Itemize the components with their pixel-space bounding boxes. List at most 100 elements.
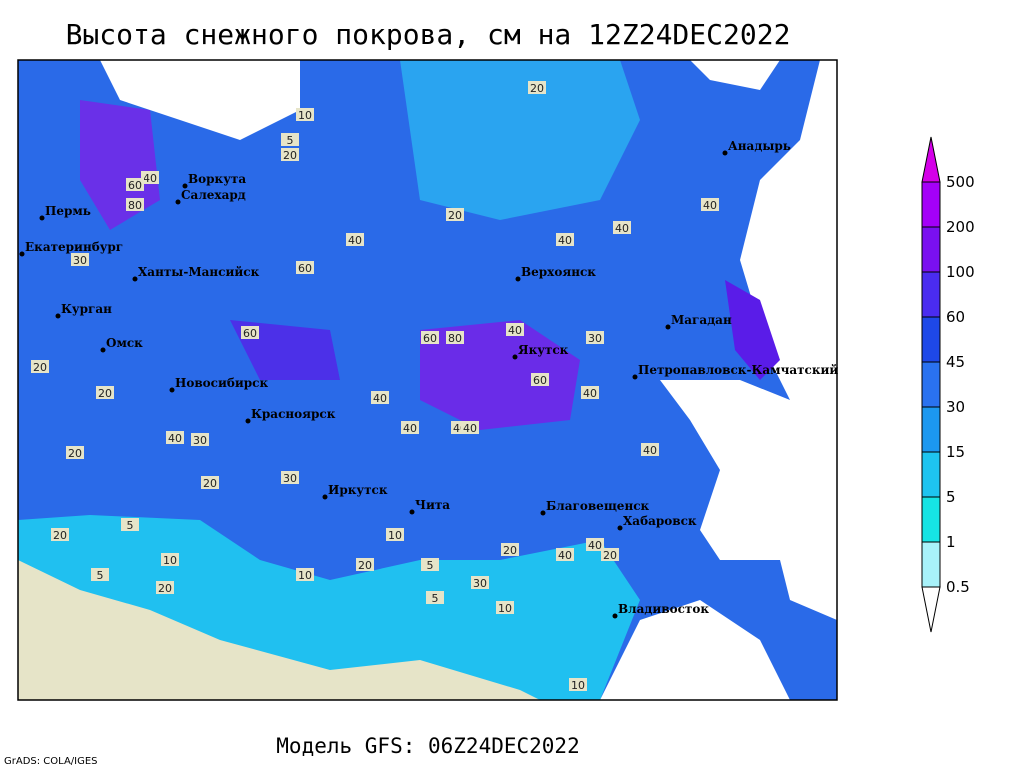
city-label: Екатеринбург (25, 240, 123, 254)
contour-label: 40 (403, 422, 417, 435)
contour-label-box (421, 558, 439, 571)
contour-label-box (569, 678, 587, 691)
contour-label-box (126, 178, 144, 191)
contour-label-box (281, 133, 299, 146)
map-frame (17, 59, 838, 701)
contour-label: 20 (53, 529, 67, 542)
contour-label: 5 (97, 569, 104, 582)
contour-label: 20 (603, 549, 617, 562)
contour-label-box (241, 326, 259, 339)
contour-label-box (91, 568, 109, 581)
contour-label-box (191, 433, 209, 446)
city-dot (632, 374, 638, 380)
contour-label: 40 (588, 539, 602, 552)
contour-label-box (121, 518, 139, 531)
legend-swatch (921, 136, 941, 183)
city-dot (100, 347, 106, 353)
legend-swatch (921, 271, 941, 318)
contour-labels: 2030201052040608040204040406040404040606… (31, 81, 719, 692)
contour-label: 40 (143, 172, 157, 185)
contour-label-box (201, 476, 219, 489)
legend-swatch (921, 586, 941, 633)
legend-label: 60 (946, 308, 965, 326)
contour-label-box (141, 171, 159, 184)
city-dot (55, 313, 61, 319)
contour-label: 10 (298, 569, 312, 582)
legend-swatch (921, 406, 941, 453)
ice (400, 60, 640, 220)
contour-label-box (296, 108, 314, 121)
legend-swatch (921, 496, 941, 543)
sea (600, 60, 837, 620)
city-dot (175, 199, 181, 205)
contour-label: 40 (615, 222, 629, 235)
city-dot (409, 509, 415, 515)
city-label: Пермь (45, 204, 91, 218)
contour-label: 5 (427, 559, 434, 572)
contour-label-box (601, 548, 619, 561)
contour-label-box (556, 548, 574, 561)
contour-label: 20 (203, 477, 217, 490)
contour-label: 20 (33, 361, 47, 374)
contour-label-box (281, 148, 299, 161)
legend-swatch (921, 316, 941, 363)
legend: 500 200 100 60 45 30 15 5 1 0.5 (921, 136, 975, 633)
contour-label-box (346, 233, 364, 246)
contour-label: 60 (128, 179, 142, 192)
city-dot (665, 324, 671, 330)
contour-label: 5 (287, 134, 294, 147)
city-label: Новосибирск (175, 376, 268, 390)
contour-label-box (426, 591, 444, 604)
city-dot (39, 215, 45, 221)
legend-label: 45 (946, 353, 965, 371)
contour-label-box (161, 553, 179, 566)
city-label: Хабаровск (623, 514, 697, 528)
city-dot (540, 510, 546, 516)
deep-snow (725, 280, 780, 380)
contour-label: 30 (473, 577, 487, 590)
sea (600, 600, 790, 700)
contour-label-box (296, 261, 314, 274)
contour-label-box (461, 421, 479, 434)
contour-label-box (471, 576, 489, 589)
contour-label: 20 (98, 387, 112, 400)
contour-label: 20 (448, 209, 462, 222)
contour-label: 20 (530, 82, 544, 95)
contour-label-box (356, 558, 374, 571)
contour-label: 60 (423, 332, 437, 345)
city-label: Омск (106, 336, 143, 350)
contour-label-box (501, 543, 519, 556)
city-dot (612, 613, 618, 619)
title: Высота снежного покрова, см на 12Z24DEC2… (66, 18, 791, 51)
contour-label-box (528, 81, 546, 94)
contour-label-box (371, 391, 389, 404)
bare-land (18, 560, 540, 700)
contour-label-box (581, 386, 599, 399)
legend-label: 5 (946, 488, 956, 506)
legend-label: 15 (946, 443, 965, 461)
contour-label: 40 (558, 234, 572, 247)
legend-label: 1 (946, 533, 956, 551)
contour-label-box (96, 386, 114, 399)
city-dot (182, 183, 188, 189)
contour-label-box (701, 198, 719, 211)
contour-label: 20 (158, 582, 172, 595)
contour-label: 30 (588, 332, 602, 345)
contour-label: 30 (193, 434, 207, 447)
contour-label: 10 (298, 109, 312, 122)
contour-label: 5 (432, 592, 439, 605)
contour-label-box (296, 568, 314, 581)
contour-label: 40 (643, 444, 657, 457)
city-label: Иркутск (328, 483, 388, 497)
legend-label: 100 (946, 263, 975, 281)
legend-label: 30 (946, 398, 965, 416)
deep-snow (80, 100, 160, 230)
contour-label-box (401, 421, 419, 434)
contour-label: 60 (243, 327, 257, 340)
legend-label: 500 (946, 173, 975, 191)
city-dot (512, 354, 518, 360)
city-label: Магадан (671, 313, 732, 327)
legend-swatch (921, 361, 941, 408)
city-label: Благовещенск (546, 499, 650, 513)
